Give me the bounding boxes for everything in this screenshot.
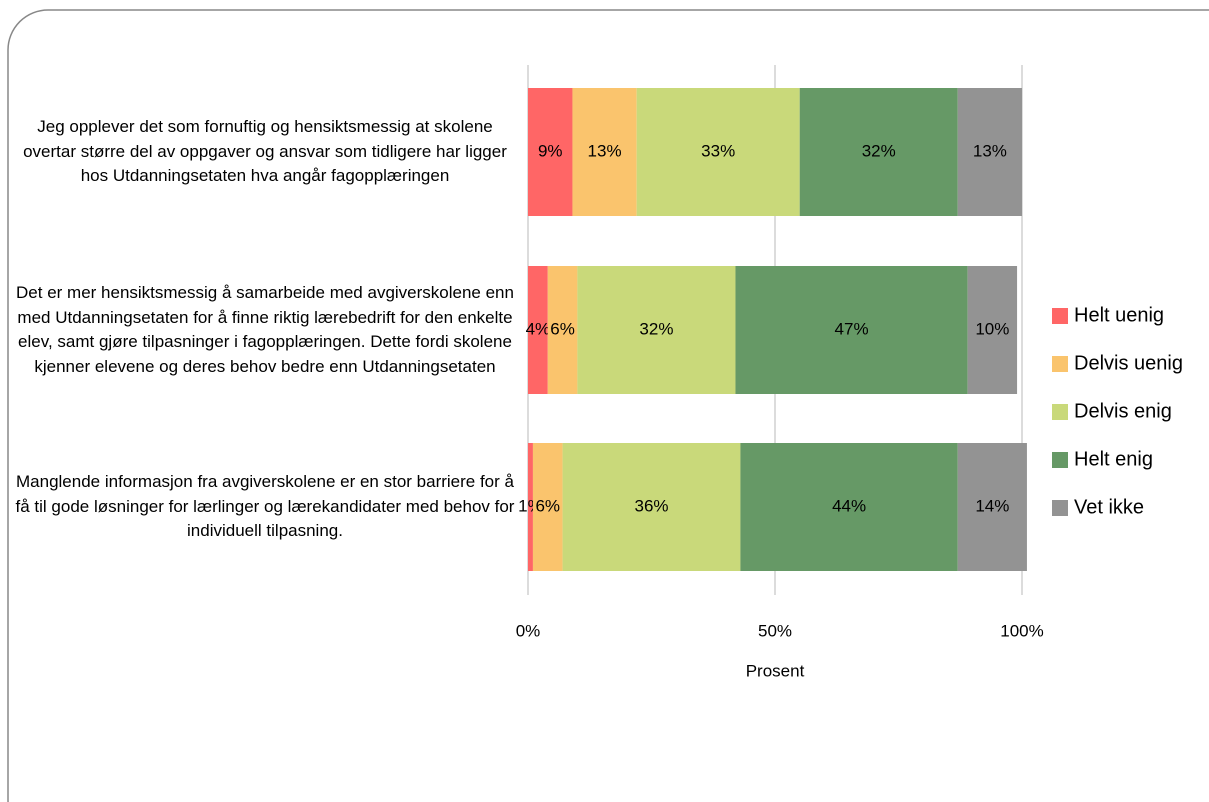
bar-segment <box>957 443 1027 571</box>
bar-segment <box>547 266 578 394</box>
bar-segment <box>957 88 1022 216</box>
bar-segment <box>572 88 637 216</box>
bar-segment <box>636 88 800 216</box>
bar-segment <box>528 88 573 216</box>
x-tick-label: 50% <box>758 621 792 640</box>
data-label: 13% <box>973 141 1007 160</box>
data-label: 6% <box>535 496 560 515</box>
data-label: 9% <box>538 141 563 160</box>
data-label: 32% <box>639 319 673 338</box>
legend-label: Vet ikke <box>1074 496 1144 518</box>
data-label: 10% <box>975 319 1009 338</box>
data-label: 6% <box>550 319 575 338</box>
x-axis-label: Prosent <box>746 661 805 680</box>
data-label: 36% <box>634 496 668 515</box>
legend-label: Helt enig <box>1074 448 1153 470</box>
bar-segment <box>577 266 736 394</box>
legend-swatch <box>1052 356 1068 372</box>
data-label: 47% <box>835 319 869 338</box>
bar-segment <box>528 443 533 571</box>
bar-segment <box>799 88 958 216</box>
legend-label: Helt uenig <box>1074 304 1164 326</box>
data-label: 4% <box>526 319 551 338</box>
data-label: 14% <box>975 496 1009 515</box>
category-label: Det er mer hensiktsmessig å samarbeide m… <box>16 283 514 376</box>
data-label: 44% <box>832 496 866 515</box>
x-tick-label: 100% <box>1000 621 1043 640</box>
bar-segment <box>735 266 968 394</box>
bar-segment <box>740 443 958 571</box>
legend-label: Delvis uenig <box>1074 352 1183 374</box>
bar-segment <box>532 443 563 571</box>
data-label: 13% <box>588 141 622 160</box>
frame <box>7 9 1209 802</box>
data-label: 32% <box>862 141 896 160</box>
x-tick-label: 0% <box>516 621 541 640</box>
legend-swatch <box>1052 308 1068 324</box>
legend-label: Delvis enig <box>1074 400 1172 422</box>
bar-segment <box>562 443 741 571</box>
legend-swatch <box>1052 452 1068 468</box>
legend-swatch <box>1052 500 1068 516</box>
legend-swatch <box>1052 404 1068 420</box>
bar-segment <box>528 266 548 394</box>
category-label: Jeg opplever det som fornuftig og hensik… <box>23 117 507 186</box>
category-label: Manglende informasjon fra avgiverskolene… <box>15 472 515 541</box>
bar-segment <box>967 266 1018 394</box>
data-label: 33% <box>701 141 735 160</box>
